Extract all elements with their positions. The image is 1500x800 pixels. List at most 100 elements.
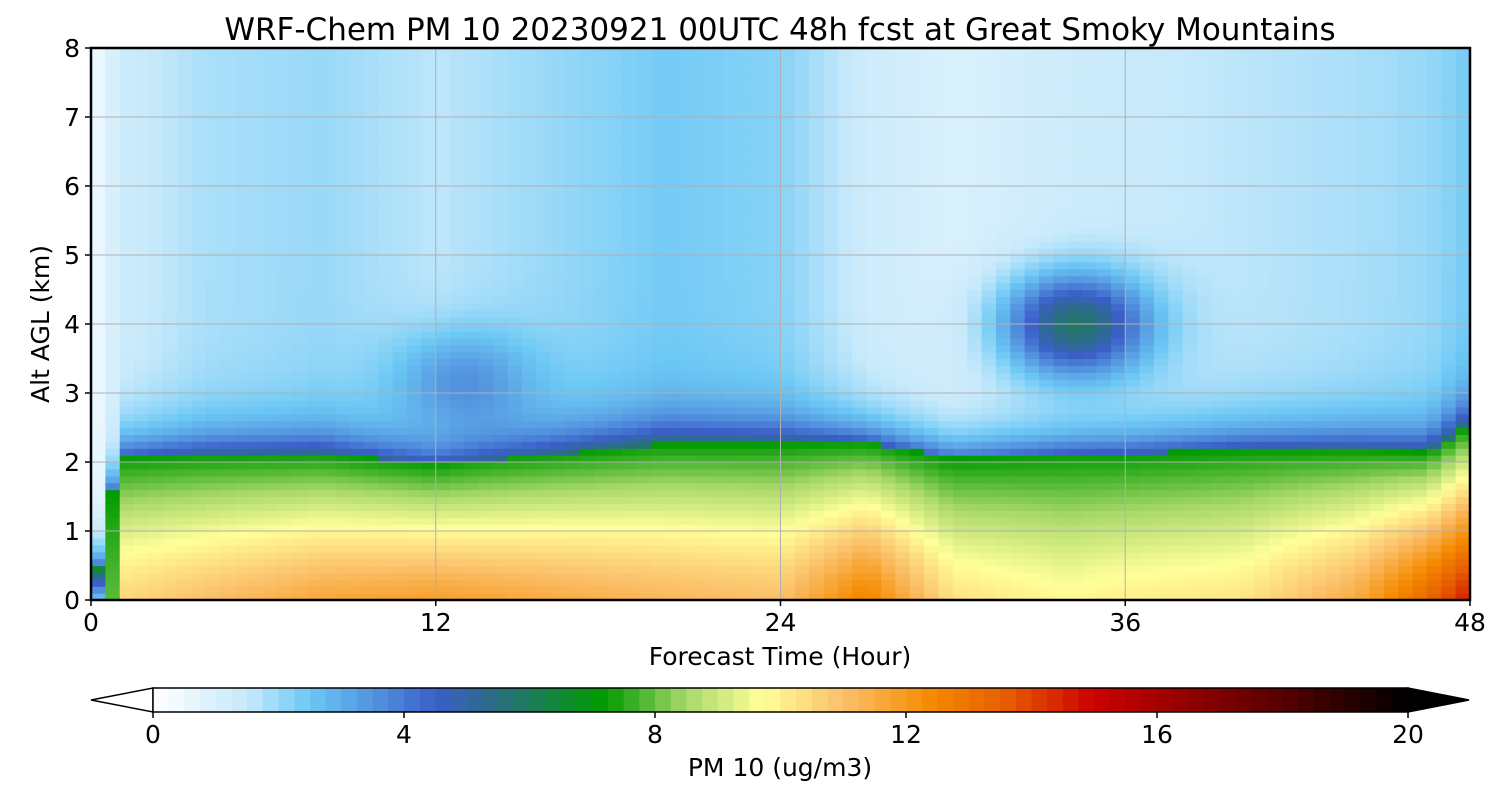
heatmap-cell xyxy=(636,151,652,159)
heatmap-cell xyxy=(909,393,925,401)
heatmap-cell xyxy=(881,531,897,539)
heatmap-cell xyxy=(119,310,135,318)
heatmap-cell xyxy=(651,82,667,90)
heatmap-cell xyxy=(292,489,308,498)
heatmap-cell xyxy=(464,282,480,291)
heatmap-cell xyxy=(134,310,150,318)
heatmap-cell xyxy=(493,324,509,332)
heatmap-cell xyxy=(593,103,609,111)
heatmap-cell xyxy=(478,282,494,291)
heatmap-cell xyxy=(723,255,739,263)
heatmap-cell xyxy=(205,172,221,180)
heatmap-cell xyxy=(105,110,121,118)
heatmap-cell xyxy=(435,144,451,153)
heatmap-cell xyxy=(723,406,739,415)
heatmap-cell xyxy=(493,468,509,477)
heatmap-cell xyxy=(895,551,911,560)
heatmap-cell xyxy=(794,420,810,429)
heatmap-cell xyxy=(952,434,968,442)
heatmap-cell xyxy=(493,54,509,63)
heatmap-cell xyxy=(119,117,135,125)
heatmap-cell xyxy=(363,275,379,284)
heatmap-cell xyxy=(464,172,480,180)
heatmap-cell xyxy=(435,358,451,366)
heatmap-cell xyxy=(421,531,437,539)
heatmap-cell xyxy=(881,117,897,125)
heatmap-cell xyxy=(105,482,121,491)
heatmap-cell xyxy=(464,268,480,277)
heatmap-cell xyxy=(363,241,379,249)
heatmap-cell xyxy=(679,537,695,546)
heatmap-cell xyxy=(723,489,739,498)
heatmap-cell xyxy=(378,75,394,84)
heatmap-cell xyxy=(234,275,250,284)
heatmap-cell xyxy=(177,227,193,235)
heatmap-cell xyxy=(924,110,940,118)
heatmap-cell xyxy=(866,434,882,442)
heatmap-cell xyxy=(421,268,437,277)
heatmap-cell xyxy=(148,337,164,346)
heatmap-cell xyxy=(507,365,523,373)
heatmap-cell xyxy=(866,455,882,463)
heatmap-cell xyxy=(263,537,279,546)
heatmap-cell xyxy=(478,179,494,187)
heatmap-cell xyxy=(952,144,968,153)
heatmap-cell xyxy=(478,337,494,346)
heatmap-cell xyxy=(363,406,379,415)
heatmap-cell xyxy=(234,289,250,297)
heatmap-cell xyxy=(263,255,279,263)
heatmap-cell xyxy=(536,317,552,325)
heatmap-cell xyxy=(866,303,882,311)
heatmap-cell xyxy=(866,330,882,339)
heatmap-cell xyxy=(349,420,365,429)
heatmap-cell xyxy=(234,110,250,118)
heatmap-cell xyxy=(536,255,552,263)
heatmap-cell xyxy=(450,199,466,208)
heatmap-cell xyxy=(837,386,853,394)
heatmap-cell xyxy=(565,261,580,270)
heatmap-cell xyxy=(737,137,753,146)
heatmap-cell xyxy=(766,96,782,104)
heatmap-cell xyxy=(249,151,264,159)
heatmap-cell xyxy=(320,255,336,263)
heatmap-cell xyxy=(794,130,810,139)
heatmap-cell xyxy=(924,54,940,63)
heatmap-cell xyxy=(895,434,911,442)
heatmap-cell xyxy=(320,379,336,387)
heatmap-cell xyxy=(421,324,437,332)
heatmap-cell xyxy=(895,82,911,90)
heatmap-cell xyxy=(780,68,796,77)
heatmap-cell xyxy=(737,579,753,587)
heatmap-cell xyxy=(335,75,351,84)
heatmap-cell xyxy=(407,89,422,97)
heatmap-cell xyxy=(909,330,925,339)
heatmap-cell xyxy=(881,303,897,311)
heatmap-cell xyxy=(565,220,580,228)
heatmap-cell xyxy=(435,130,451,139)
heatmap-cell xyxy=(737,537,753,546)
heatmap-cell xyxy=(421,496,437,504)
heatmap-cell xyxy=(349,151,365,159)
heatmap-cell xyxy=(478,268,494,277)
heatmap-cell xyxy=(723,386,739,394)
heatmap-cell xyxy=(766,241,782,249)
heatmap-cell xyxy=(608,579,624,587)
heatmap-cell xyxy=(277,593,293,600)
heatmap-cell xyxy=(823,123,839,132)
heatmap-cell xyxy=(277,289,293,297)
heatmap-cell xyxy=(234,544,250,553)
heatmap-cell xyxy=(938,241,954,249)
heatmap-cell xyxy=(737,496,753,504)
heatmap-cell xyxy=(723,179,739,187)
heatmap-cell xyxy=(866,413,882,422)
heatmap-cell xyxy=(823,296,839,304)
heatmap-cell xyxy=(521,213,537,222)
heatmap-cell xyxy=(708,503,724,511)
heatmap-cell xyxy=(967,310,983,318)
heatmap-cell xyxy=(507,206,523,215)
heatmap-cell xyxy=(234,241,250,249)
heatmap-cell xyxy=(507,593,523,600)
heatmap-cell xyxy=(249,54,264,63)
heatmap-cell xyxy=(751,475,767,484)
heatmap-cell xyxy=(407,61,422,70)
